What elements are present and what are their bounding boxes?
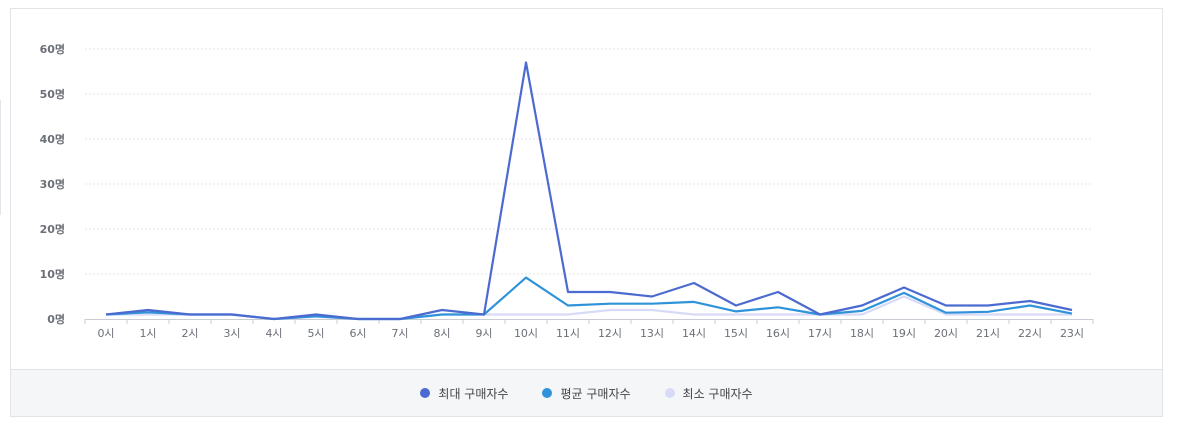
- x-tick-label: 4시: [265, 327, 282, 340]
- x-tick-label: 13시: [640, 327, 664, 340]
- x-tick-label: 5시: [307, 327, 324, 340]
- x-tick-label: 11시: [556, 327, 580, 340]
- x-tick-label: 2시: [181, 327, 198, 340]
- x-tick-label: 16시: [766, 327, 790, 340]
- y-tick-label: 40명: [40, 132, 65, 146]
- x-tick-label: 14시: [682, 327, 706, 340]
- y-tick-label: 10명: [40, 267, 65, 281]
- legend-label: 평균 구매자수: [560, 386, 631, 401]
- legend-dot-icon: [664, 388, 675, 398]
- y-tick-label: 50명: [40, 87, 65, 101]
- x-tick-label: 9시: [475, 327, 492, 340]
- line-chart: 0명 10명 20명 30명 40명 50명 60명 0시 1시 2시 3시 4시 5시 6시 7시 8시 9…: [40, 42, 1094, 340]
- x-tick-label: 3시: [223, 327, 240, 340]
- x-tick-label: 6시: [349, 327, 366, 340]
- x-tick-label: 0시: [97, 327, 114, 340]
- x-tick-label: 20시: [934, 327, 958, 340]
- x-tick-label: 23시: [1060, 327, 1084, 340]
- x-tick-label: 18시: [850, 327, 874, 340]
- x-tick-label: 8시: [433, 327, 450, 340]
- x-tick-label: 21시: [976, 327, 1000, 340]
- x-tick-label: 10시: [514, 327, 538, 340]
- legend-label: 최대 구매자수: [438, 386, 509, 401]
- x-axis: 0시 1시 2시 3시 4시 5시 6시 7시 8시 9시 10시 11시 12시 13시 14시 15시 16…: [84, 319, 1094, 340]
- y-tick-label: 30명: [40, 177, 65, 191]
- x-tick-label: 22시: [1018, 327, 1042, 340]
- legend-item-max[interactable]: 최대 구매자수: [420, 385, 508, 402]
- gridlines: [85, 48, 1093, 275]
- x-tick-label: 19시: [892, 327, 916, 340]
- series-group: [105, 61, 1073, 321]
- legend-item-avg[interactable]: 평균 구매자수: [542, 385, 631, 402]
- x-tick-label: 1시: [139, 327, 156, 340]
- x-tick-label: 12시: [598, 327, 622, 340]
- legend-dot-icon: [420, 388, 431, 398]
- series-line: [105, 61, 1073, 321]
- chart-card: 0명 10명 20명 30명 40명 50명 60명 0시 1시 2시 3시 4시 5시 6시 7시 8시 9…: [10, 8, 1163, 417]
- x-tick-label: 15시: [724, 327, 748, 340]
- y-tick-label: 60명: [40, 42, 65, 56]
- legend-dot-icon: [542, 388, 553, 398]
- legend-label: 최소 구매자수: [682, 386, 753, 401]
- x-tick-label: 7시: [391, 327, 408, 340]
- x-tick-label: 17시: [808, 327, 832, 340]
- legend: 최대 구매자수 평균 구매자수 최소 구매자수: [11, 369, 1162, 416]
- y-tick-label: 0명: [47, 312, 65, 326]
- page-edge-divider: [0, 100, 1, 215]
- y-axis: 0명 10명 20명 30명 40명 50명 60명: [40, 42, 65, 326]
- y-tick-label: 20명: [40, 222, 65, 236]
- legend-item-min[interactable]: 최소 구매자수: [664, 385, 753, 402]
